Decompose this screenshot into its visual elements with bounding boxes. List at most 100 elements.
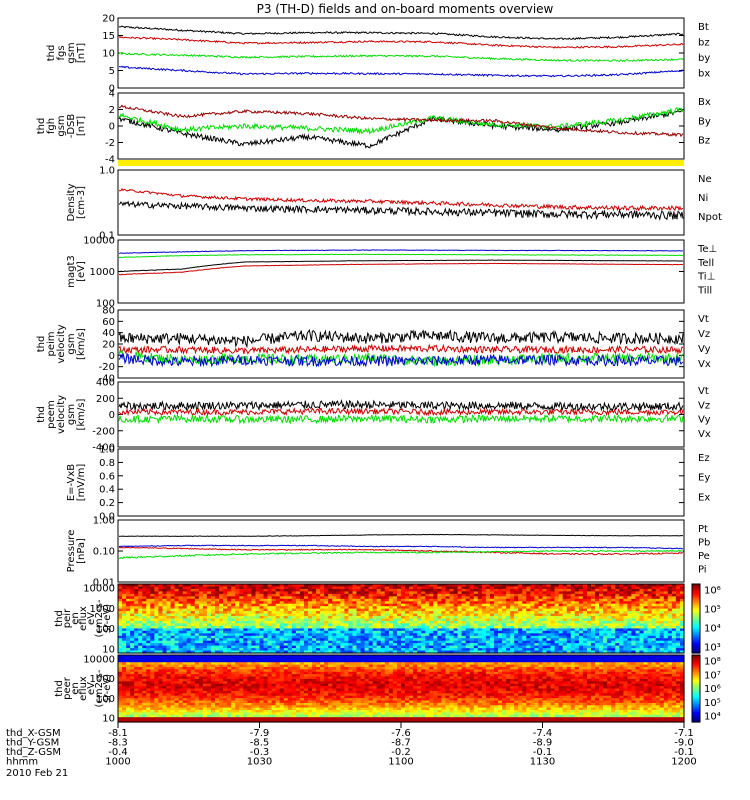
peer-cell xyxy=(194,719,200,723)
peer-cell xyxy=(227,664,232,668)
peir-colorbar-cell xyxy=(692,592,700,595)
peir-cell xyxy=(534,635,539,639)
peir-cell xyxy=(182,630,188,634)
peir-cell xyxy=(663,630,669,634)
peir-cell xyxy=(502,635,507,639)
peir-cell xyxy=(538,618,544,622)
peir-cell xyxy=(413,643,418,647)
peir-cell xyxy=(194,606,200,610)
peir-cell xyxy=(186,601,192,605)
peir-cell xyxy=(461,611,467,615)
peer-cell xyxy=(182,693,188,697)
peer-cell xyxy=(126,681,131,685)
peir-cell xyxy=(223,650,228,654)
peir-ytick-label: 100 xyxy=(96,624,115,635)
peir-cell xyxy=(550,603,556,607)
peir-cell xyxy=(304,645,309,649)
peir-cell xyxy=(170,584,176,588)
peir-cell xyxy=(392,591,398,595)
peir-cell xyxy=(562,584,568,588)
peir-cell xyxy=(619,645,624,649)
peir-cell xyxy=(457,598,463,602)
peir-cell xyxy=(247,618,252,622)
peir-cell xyxy=(243,596,248,600)
peir-cell xyxy=(340,584,345,588)
peir-cell xyxy=(154,625,159,629)
peer-cell xyxy=(134,690,139,694)
peir-cell xyxy=(259,586,265,590)
peir-cell xyxy=(320,638,325,642)
peir-cell xyxy=(170,598,176,602)
peir-cell xyxy=(574,606,580,610)
peir-cell xyxy=(437,596,442,600)
peir-cell xyxy=(150,601,155,605)
peir-cell xyxy=(255,630,261,634)
peir-cell xyxy=(352,603,358,607)
peir-cell xyxy=(675,625,681,629)
peir-cell xyxy=(312,648,317,652)
peir-cell xyxy=(498,606,503,610)
peir-cell xyxy=(494,621,499,625)
peer-cell xyxy=(130,690,135,694)
peim-series-Vx xyxy=(118,353,684,368)
peir-cell xyxy=(498,598,503,602)
peir-cell xyxy=(324,593,329,597)
peir-cell xyxy=(162,613,168,617)
peir-cell xyxy=(627,586,632,590)
peir-cell xyxy=(611,621,616,625)
peir-cell xyxy=(647,650,653,654)
peir-cell xyxy=(312,603,317,607)
peir-cell xyxy=(186,650,192,654)
peer-cell xyxy=(166,669,172,673)
peir-cell xyxy=(227,606,232,610)
peir-cell xyxy=(380,616,386,620)
peir-cell xyxy=(615,584,620,588)
peir-cell xyxy=(138,621,143,625)
peir-cell xyxy=(647,593,653,597)
peir-cell xyxy=(477,630,483,634)
peer-cell xyxy=(142,707,147,711)
peir-cell xyxy=(498,630,503,634)
peir-cell xyxy=(534,643,539,647)
peer-cell xyxy=(166,710,172,713)
peir-cell xyxy=(271,588,277,592)
peir-cell xyxy=(146,586,151,590)
peir-cell xyxy=(413,603,418,607)
peir-cell xyxy=(219,588,224,592)
peir-cell xyxy=(320,645,325,649)
peir-cell xyxy=(574,616,580,620)
peir-cell xyxy=(457,648,463,652)
peir-cell xyxy=(473,611,479,615)
peir-cell xyxy=(211,616,216,620)
peir-cell xyxy=(392,608,398,612)
peer-cell xyxy=(142,690,147,694)
peir-cell xyxy=(138,613,143,617)
peir-cell xyxy=(279,640,285,644)
peer-cell xyxy=(170,707,176,711)
peir-cell xyxy=(587,618,592,622)
peir-cell xyxy=(591,623,596,627)
peir-cell xyxy=(550,643,556,647)
peir-cell xyxy=(639,640,645,644)
peir-cell xyxy=(206,623,212,627)
peir-cell xyxy=(587,584,592,588)
peir-cell xyxy=(550,638,556,642)
peir-cell xyxy=(235,625,240,629)
peir-cell xyxy=(417,628,422,632)
peir-cell xyxy=(118,611,123,615)
peir-cell xyxy=(546,593,552,597)
peir-cell xyxy=(514,635,519,639)
peir-cell xyxy=(461,633,467,637)
peir-cell xyxy=(118,635,123,639)
peir-cell xyxy=(344,630,349,634)
peir-cell xyxy=(348,603,353,607)
peir-cell xyxy=(388,608,394,612)
peir-cell xyxy=(150,613,155,617)
peir-cell xyxy=(546,648,552,652)
peer-cell xyxy=(138,712,143,716)
peir-cell xyxy=(206,628,212,632)
peir-cell xyxy=(194,586,200,590)
peir-cell xyxy=(680,618,685,622)
peir-cell xyxy=(538,635,544,639)
peir-cell xyxy=(368,611,374,615)
